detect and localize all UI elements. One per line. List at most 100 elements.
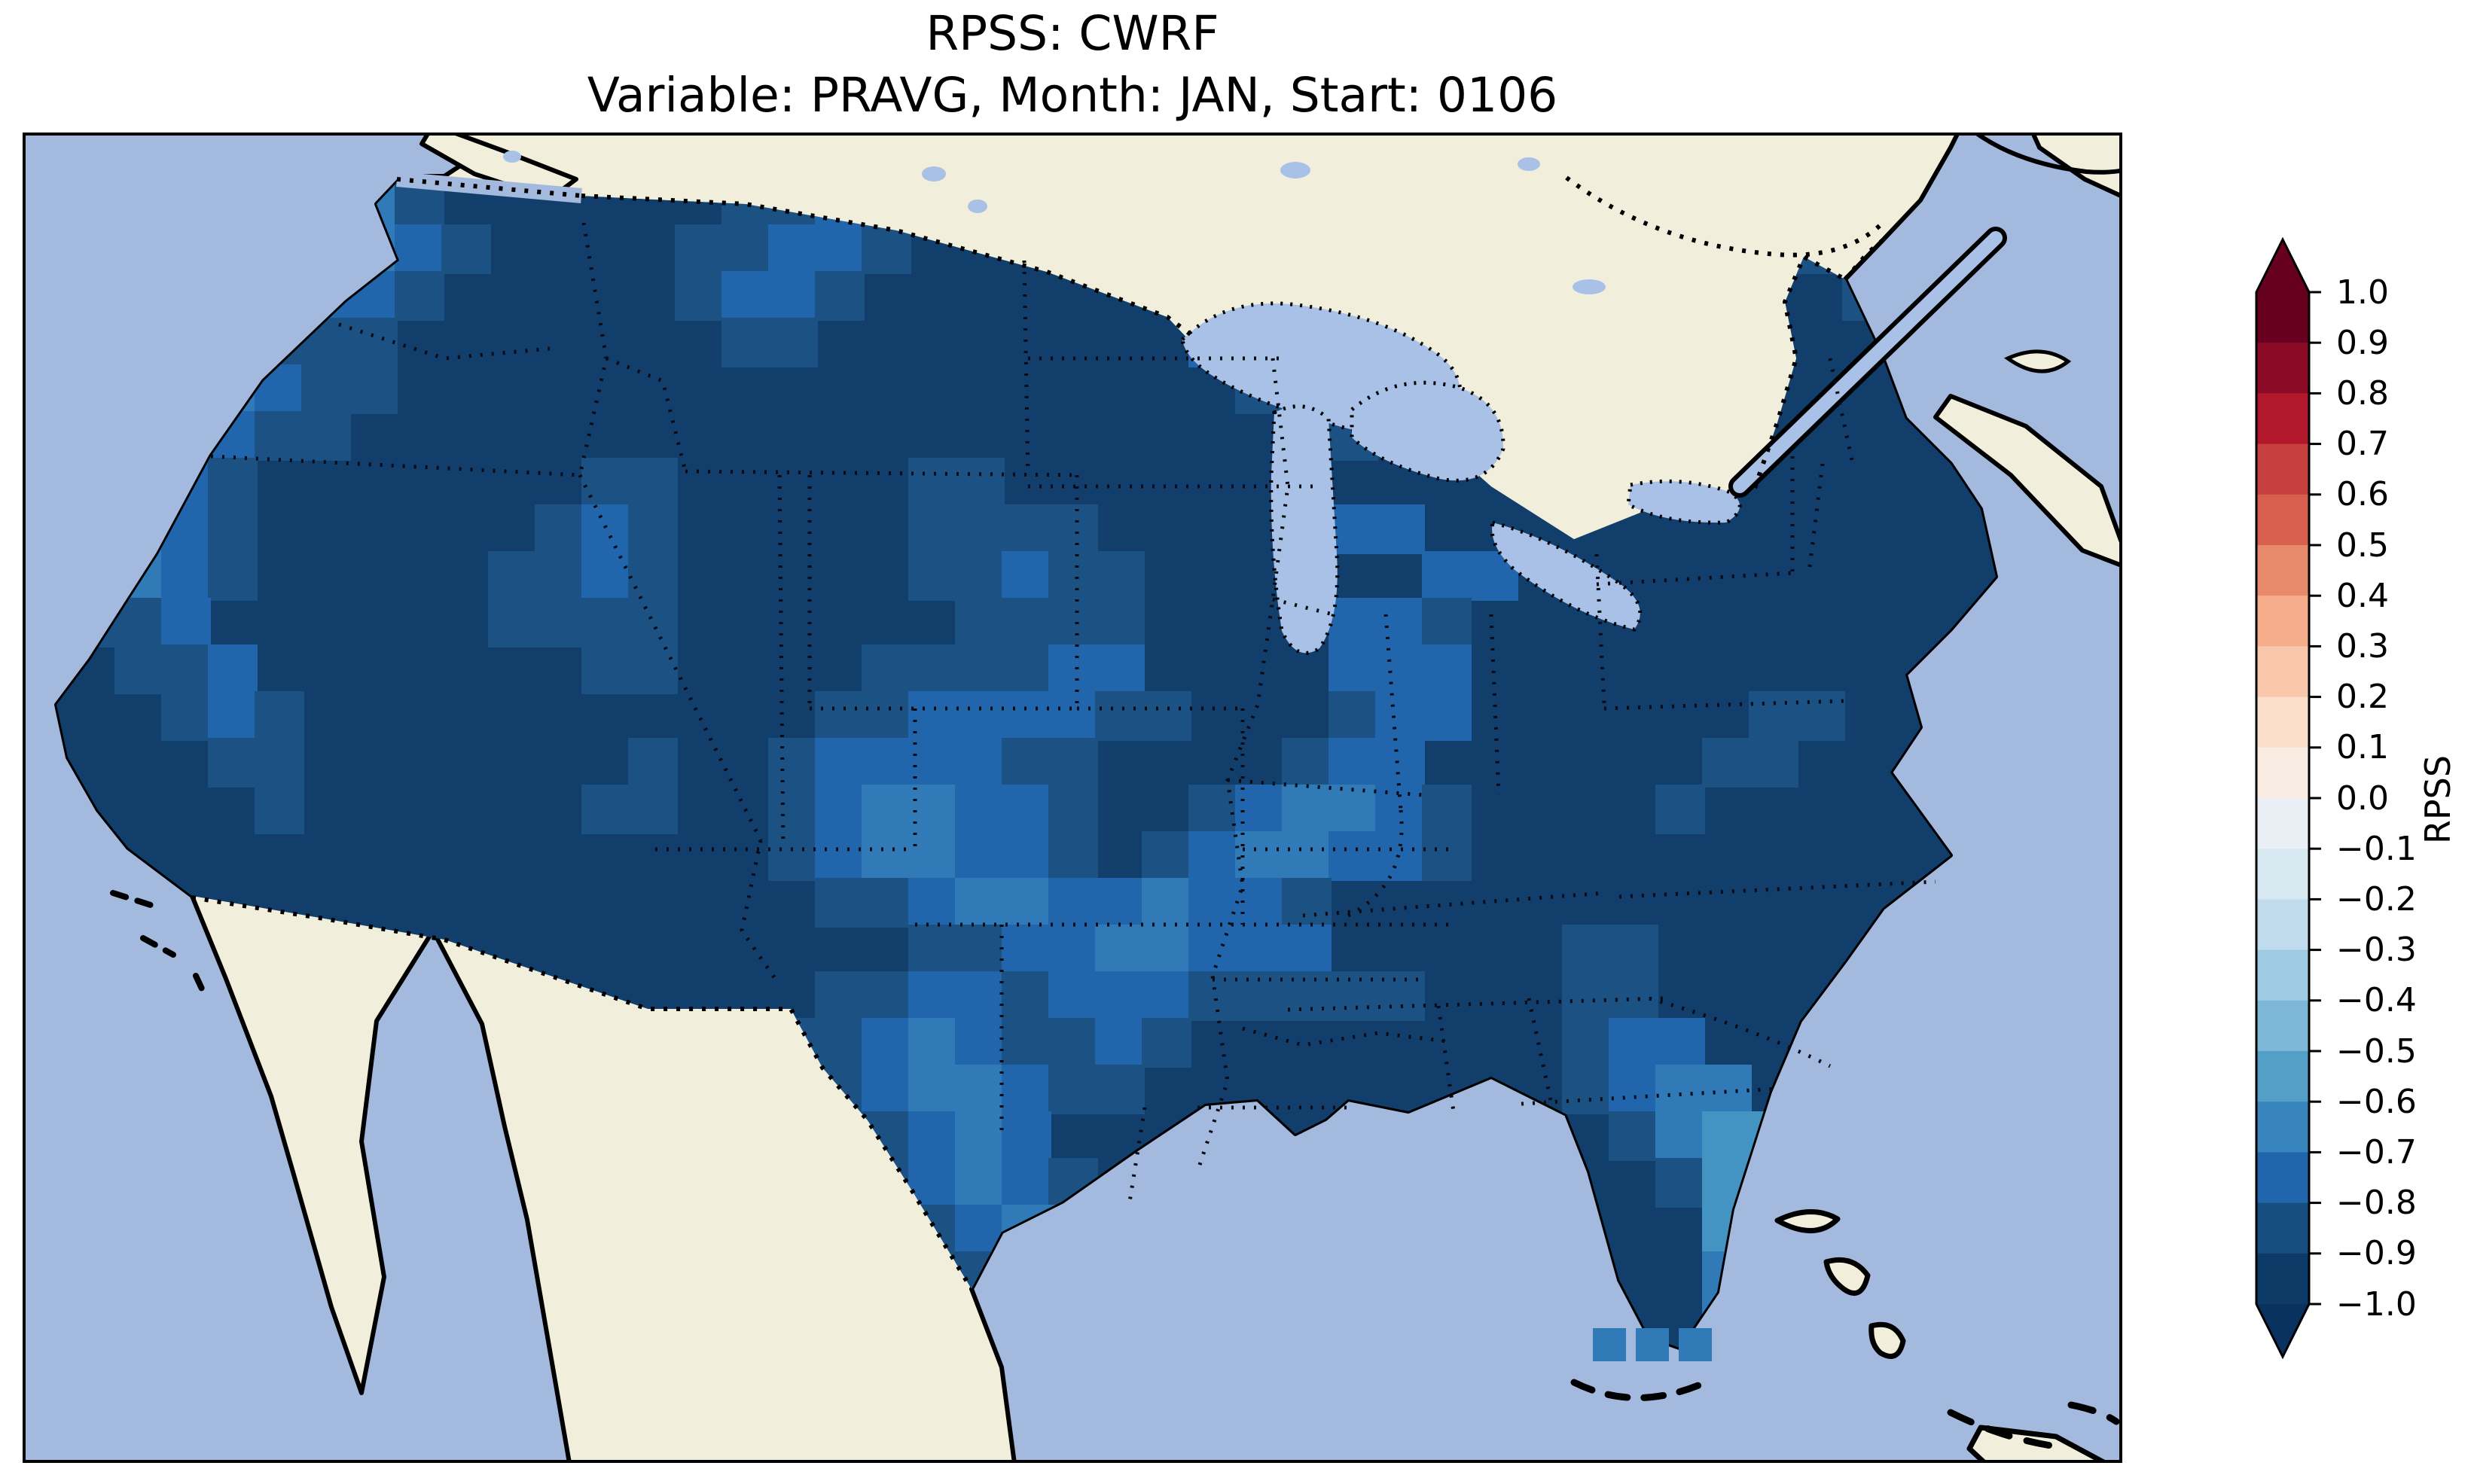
grid-cell [1095,878,1145,928]
grid-cell [1002,831,1051,881]
grid-cell [908,785,958,834]
colorbar-segment [2256,494,2309,546]
grid-cell [1048,551,1098,601]
grid-cell [955,458,1005,507]
detached-grid-cell [1593,1328,1626,1361]
grid-cell [208,691,258,741]
grid-cell [1329,831,1378,881]
grid-cell [721,224,771,274]
grid-cell [1095,1065,1145,1114]
grid-cell [1188,785,1238,834]
grid-cell [815,878,865,928]
grid-cell [1702,738,1752,788]
grid-cell [815,831,865,881]
grid-cell [1002,644,1051,694]
grid-cell [1048,691,1098,741]
grid-cell [1562,1018,1612,1068]
grid-cell [1329,504,1378,554]
grid-cell [1702,1065,1752,1114]
grid-cell [1142,691,1191,741]
grid-cell [862,878,911,928]
grid-cell [161,644,211,694]
lake-erie [1490,520,1643,632]
grid-cell [581,551,631,601]
st-lawrence-river [1728,227,2007,498]
grid-cell [1048,1065,1098,1114]
grid-cell [1002,785,1051,834]
colorbar-segment [2256,443,2309,495]
grid-cell [862,644,911,694]
us-canada-border [396,175,1885,489]
grid-cell [1095,971,1145,1021]
grid-cell [908,831,958,881]
grid-cell [862,831,911,881]
title-line-2: Variable: PRAVG, Month: JAN, Start: 0106 [587,68,1558,123]
colorbar-tick-label: 0.6 [2336,475,2389,514]
grid-cell [955,551,1005,601]
grid-cell [908,738,958,788]
grid-cell [955,831,1005,881]
grid-cell [1002,598,1051,648]
grid-cell [1422,691,1472,741]
grid-cell [1282,971,1332,1021]
grid-cell [488,598,538,648]
grid-cell [395,271,444,321]
grid-cell [208,458,258,507]
colorbar-segment [2256,1102,2309,1153]
grid-cell [908,1018,958,1068]
colorbar-tick-label: 0.3 [2336,626,2389,666]
grid-cell [114,644,164,694]
grid-cell [955,785,1005,834]
grid-cell [908,644,958,694]
colorbar-segment [2256,1253,2309,1305]
grid-cell [955,644,1005,694]
grid-cell [1002,1065,1051,1114]
grid-cell [908,925,958,974]
colorbar-axis-label: RPSS [2418,754,2458,845]
grid-cell [908,878,958,928]
colorbar-segment [2256,596,2309,648]
grid-cell [1655,1111,1705,1161]
grid-cell [862,1018,911,1068]
grid-cell [348,364,398,414]
grid-cell [1375,598,1425,648]
colorbar-tick-label: −0.5 [2336,1031,2417,1071]
canada-lake-speck [922,166,946,181]
grid-cell [1188,925,1238,974]
channel-islands [110,890,209,1001]
grid-cell [581,504,631,554]
grid-cell [815,271,865,321]
grid-cell [1282,738,1332,788]
grid-cell [1655,1018,1705,1068]
grid-cell [1048,925,1098,974]
grid-cell [1048,644,1098,694]
grid-cell [1002,971,1051,1021]
grid-cell [1422,551,1472,601]
grid-cell [1002,925,1051,974]
colorbar-tick-label: 0.0 [2336,779,2389,818]
lake-michigan [1269,404,1340,655]
colorbar-tick-label: −1.0 [2336,1284,2417,1324]
antilles-islets [1947,1401,2120,1450]
grid-cell [1282,925,1332,974]
grid-cell [1002,551,1051,601]
grid-cell [955,878,1005,928]
grid-cell [1422,644,1472,694]
colorbar-segment [2256,899,2309,951]
grid-cell [1002,1018,1051,1068]
grid-cell [208,644,258,694]
colorbar-tick-label: 0.4 [2336,576,2389,615]
colorbar-segment [2256,747,2309,799]
colorbar-upper-arrow [2256,239,2309,292]
grid-cell [1655,1065,1705,1114]
grid-cell [955,691,1005,741]
grid-cell [815,691,865,741]
grid-cell [815,1018,865,1068]
grid-cell [955,598,1005,648]
grid-cell [255,691,304,741]
florida-keys-cells [1593,1328,1712,1361]
grid-cell [1142,831,1191,881]
colorbar-tick-label: −0.2 [2336,879,2417,919]
grid-cell [1375,691,1425,741]
